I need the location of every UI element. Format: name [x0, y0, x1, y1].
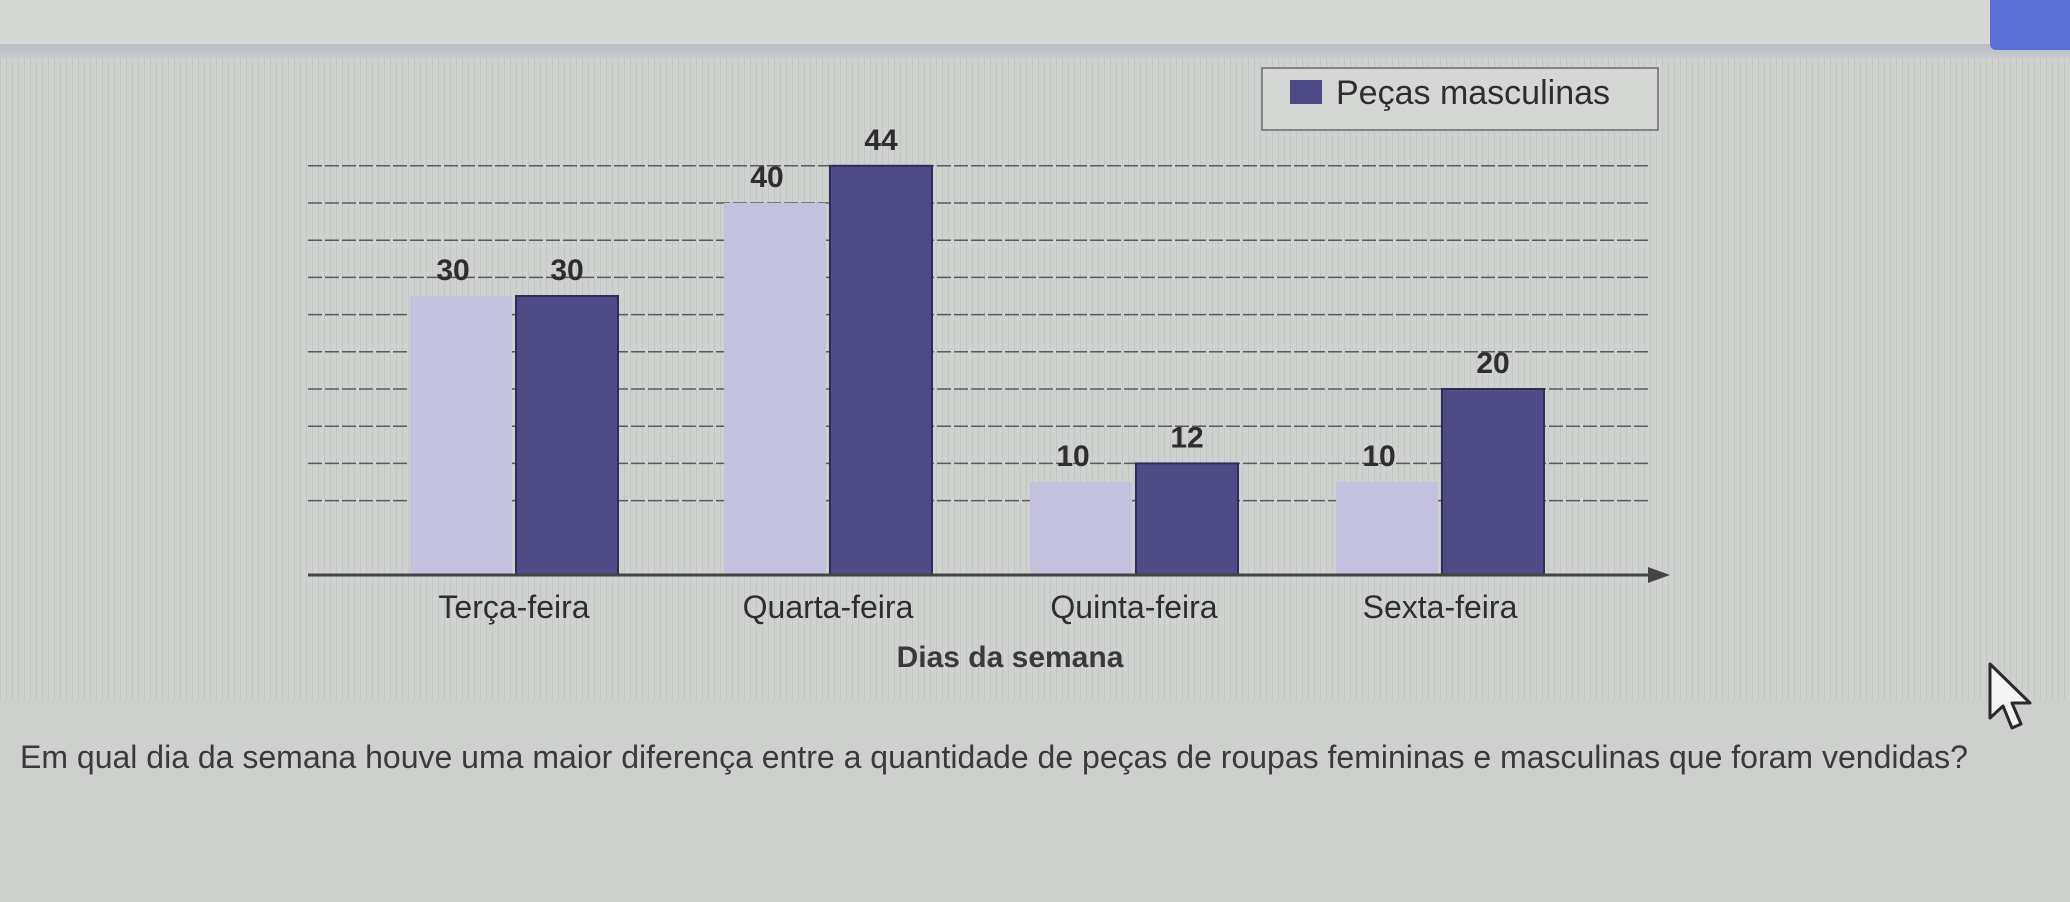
x-axis-arrow [1648, 567, 1670, 583]
bar [1336, 482, 1438, 575]
chart-background [0, 58, 2070, 700]
data-label: 30 [436, 254, 469, 287]
bars [410, 164, 1545, 577]
bar [1441, 388, 1545, 576]
x-axis-title: Dias da semana [897, 641, 1124, 674]
question-text: Em qual dia da semana houve uma maior di… [20, 739, 1968, 775]
bar-chart: 30 30 Terça-feira 40 44 Quarta-feira 10 12 Quint… [0, 58, 2070, 700]
data-label: 20 [1476, 347, 1509, 380]
bar [829, 164, 933, 577]
header-divider [0, 44, 2070, 58]
category-tick-label: Quinta-feira [1050, 589, 1217, 625]
category-tick-label: Terça-feira [438, 589, 589, 625]
legend-box [1261, 67, 1659, 131]
data-label: 30 [550, 254, 583, 287]
header-action-button[interactable] [1990, 0, 2070, 50]
category-tick-label: Quarta-feira [743, 589, 914, 625]
mouse-pointer-icon [1988, 662, 2032, 730]
bar [1135, 462, 1239, 576]
bar [410, 296, 512, 575]
legend-swatch [1290, 80, 1322, 104]
data-label: 10 [1362, 440, 1395, 473]
labels: 30 30 Terça-feira 40 44 Quarta-feira 10 12 Quint… [436, 124, 1517, 625]
legend-label: Peças masculinas [1336, 74, 1610, 112]
data-label: 44 [864, 124, 898, 157]
axes [308, 567, 1670, 583]
category-tick-label: Sexta-feira [1363, 589, 1518, 625]
legend: Peças masculinas [1261, 67, 1659, 131]
header-strip [0, 0, 2070, 44]
data-label: 40 [750, 161, 783, 194]
data-label: 12 [1170, 421, 1203, 454]
data-label: 10 [1056, 440, 1089, 473]
bar [515, 295, 619, 576]
bar [724, 203, 826, 575]
bar [1030, 482, 1132, 575]
